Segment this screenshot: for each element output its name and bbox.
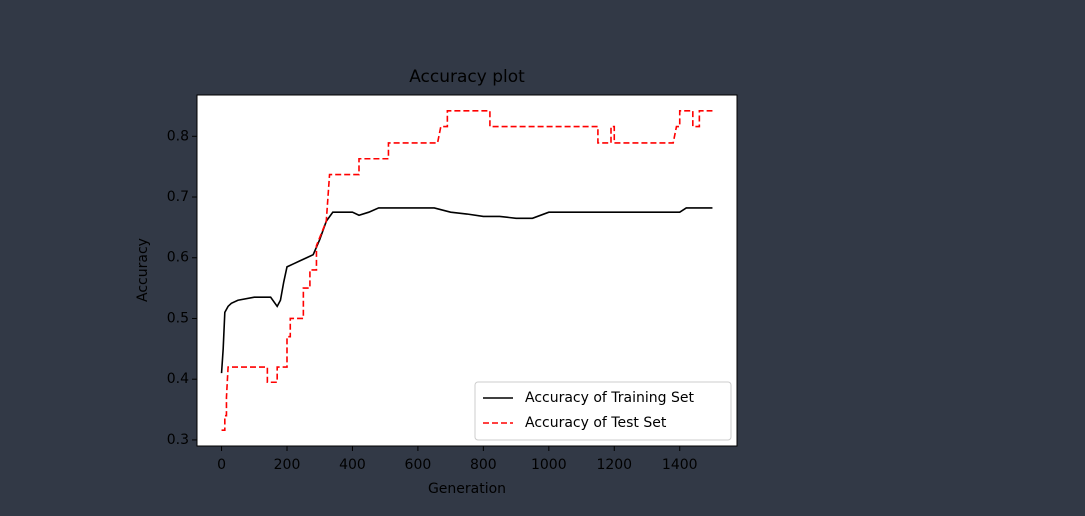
x-tick-label: 800	[470, 457, 497, 473]
y-tick-label: 0.5	[167, 310, 189, 326]
plot-frame	[196, 94, 738, 447]
legend-label: Accuracy of Test Set	[525, 415, 667, 431]
x-tick-label: 200	[274, 457, 301, 473]
x-tick-label: 0	[217, 457, 226, 473]
legend-box	[474, 381, 732, 441]
x-tick-label: 1200	[596, 457, 632, 473]
x-tick-label: 400	[339, 457, 366, 473]
legend-label: Accuracy of Training Set	[525, 390, 695, 406]
y-tick-label: 0.6	[167, 250, 189, 266]
series-line	[221, 109, 713, 432]
x-tick-label: 1400	[662, 457, 698, 473]
y-axis-label: Accuracy	[135, 238, 151, 302]
chart-title: Accuracy plot	[409, 67, 525, 87]
y-tick-label: 0.4	[167, 371, 189, 387]
x-tick-label: 1000	[531, 457, 567, 473]
x-tick-label: 600	[405, 457, 432, 473]
y-tick-label: 0.3	[167, 432, 189, 448]
y-tick-label: 0.7	[167, 189, 189, 205]
x-axis-label: Generation	[428, 481, 506, 497]
y-tick-label: 0.8	[167, 128, 189, 144]
